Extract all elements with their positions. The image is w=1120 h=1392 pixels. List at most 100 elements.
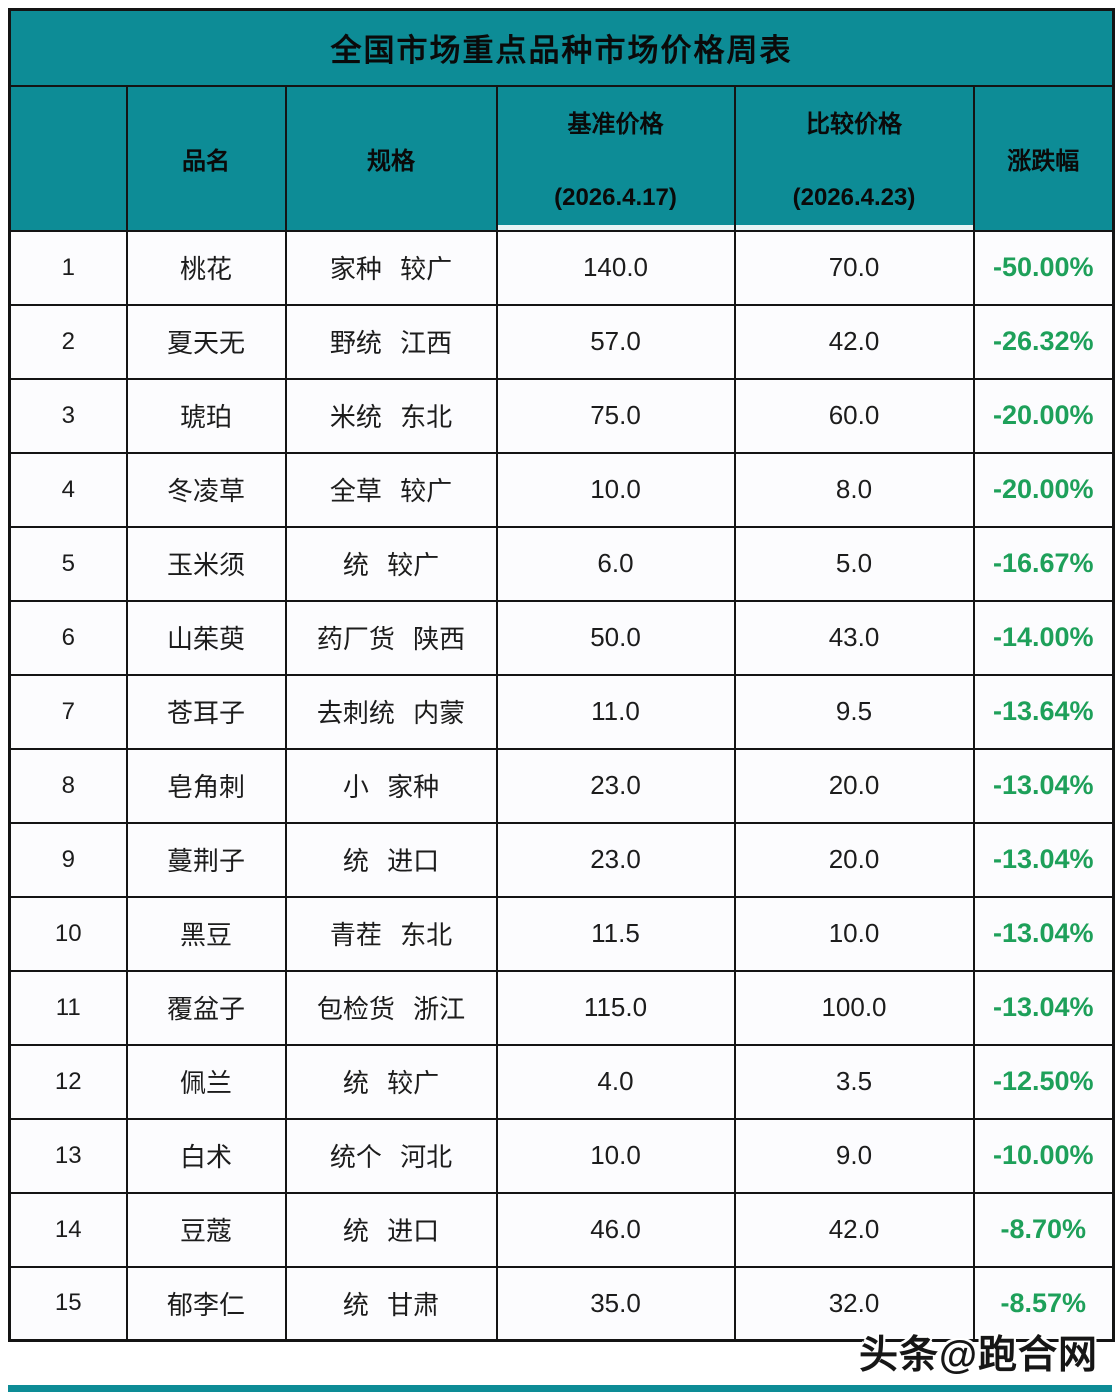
compare-price: 20.0 — [733, 821, 975, 898]
product-spec: 小 家种 — [284, 747, 498, 824]
col-header-index — [8, 84, 128, 232]
compare-price: 43.0 — [733, 599, 975, 676]
compare-price: 70.0 — [733, 229, 975, 306]
product-name: 白术 — [125, 1117, 287, 1194]
table-row: 1 桃花 家种 较广 140.0 70.0 -50.00% — [8, 229, 1115, 306]
table-row: 7 苍耳子 去刺统 内蒙 11.0 9.5 -13.64% — [8, 673, 1115, 750]
row-index: 3 — [8, 377, 128, 454]
base-price: 6.0 — [495, 525, 736, 602]
base-price: 50.0 — [495, 599, 736, 676]
product-name: 苍耳子 — [125, 673, 287, 750]
change-percent: -13.04% — [972, 747, 1115, 824]
base-price-label: 基准价格 — [567, 111, 664, 138]
base-price: 35.0 — [495, 1265, 736, 1342]
product-name: 皂角刺 — [125, 747, 287, 824]
change-percent: -50.00% — [972, 229, 1115, 306]
table-title: 全国市场重点品种市场价格周表 — [8, 8, 1115, 87]
product-spec: 野统 江西 — [284, 303, 498, 380]
compare-price: 60.0 — [733, 377, 975, 454]
row-index: 4 — [8, 451, 128, 528]
next-section-strip — [8, 1385, 1112, 1392]
compare-price: 9.0 — [733, 1117, 975, 1194]
product-spec: 统 较广 — [284, 525, 498, 602]
change-percent: -16.67% — [972, 525, 1115, 602]
compare-price: 20.0 — [733, 747, 975, 824]
compare-price: 9.5 — [733, 673, 975, 750]
compare-price-date: (2026.4.23) — [792, 184, 916, 211]
product-spec: 米统 东北 — [284, 377, 498, 454]
product-name: 山茱萸 — [125, 599, 287, 676]
table-row: 9 蔓荆子 统 进口 23.0 20.0 -13.04% — [8, 821, 1115, 898]
base-price: 75.0 — [495, 377, 736, 454]
change-percent: -10.00% — [972, 1117, 1115, 1194]
row-index: 11 — [8, 969, 128, 1046]
watermark: 头条@跑合网 — [858, 1334, 1098, 1377]
row-index: 12 — [8, 1043, 128, 1120]
change-percent: -20.00% — [972, 377, 1115, 454]
table-body: 1 桃花 家种 较广 140.0 70.0 -50.00% 2 夏天无 野统 江… — [8, 229, 1115, 1342]
base-price: 11.5 — [495, 895, 736, 972]
product-name: 冬凌草 — [125, 451, 287, 528]
compare-price: 8.0 — [733, 451, 975, 528]
header-row: 品名 规格 基准价格 (2026.4.17) 比较价格 (2026.4.23) … — [8, 84, 1115, 232]
compare-price: 3.5 — [733, 1043, 975, 1120]
table-row: 3 琥珀 米统 东北 75.0 60.0 -20.00% — [8, 377, 1115, 454]
product-spec: 家种 较广 — [284, 229, 498, 306]
table-row: 10 黑豆 青茬 东北 11.5 10.0 -13.04% — [8, 895, 1115, 972]
base-price: 4.0 — [495, 1043, 736, 1120]
table-row: 6 山茱萸 药厂货 陕西 50.0 43.0 -14.00% — [8, 599, 1115, 676]
base-price: 23.0 — [495, 747, 736, 824]
change-percent: -14.00% — [972, 599, 1115, 676]
row-index: 1 — [8, 229, 128, 306]
row-index: 15 — [8, 1265, 128, 1342]
row-index: 9 — [8, 821, 128, 898]
product-spec: 统 甘肃 — [284, 1265, 498, 1342]
product-spec: 青茬 东北 — [284, 895, 498, 972]
col-header-compare-price: 比较价格 (2026.4.23) — [733, 84, 975, 232]
product-name: 覆盆子 — [125, 969, 287, 1046]
change-percent: -12.50% — [972, 1043, 1115, 1120]
compare-price: 32.0 — [733, 1265, 975, 1342]
row-index: 10 — [8, 895, 128, 972]
compare-price: 10.0 — [733, 895, 975, 972]
change-percent: -20.00% — [972, 451, 1115, 528]
row-index: 5 — [8, 525, 128, 602]
product-name: 黑豆 — [125, 895, 287, 972]
change-percent: -8.57% — [972, 1265, 1115, 1342]
base-price: 115.0 — [495, 969, 736, 1046]
base-price: 46.0 — [495, 1191, 736, 1268]
change-percent: -13.04% — [972, 969, 1115, 1046]
base-price: 57.0 — [495, 303, 736, 380]
compare-price: 5.0 — [733, 525, 975, 602]
table-row: 5 玉米须 统 较广 6.0 5.0 -16.67% — [8, 525, 1115, 602]
row-index: 6 — [8, 599, 128, 676]
product-name: 夏天无 — [125, 303, 287, 380]
product-name: 蔓荆子 — [125, 821, 287, 898]
row-index: 7 — [8, 673, 128, 750]
row-index: 8 — [8, 747, 128, 824]
product-name: 桃花 — [125, 229, 287, 306]
product-name: 玉米须 — [125, 525, 287, 602]
col-header-base-price: 基准价格 (2026.4.17) — [495, 84, 736, 232]
product-spec: 全草 较广 — [284, 451, 498, 528]
table-row: 13 白术 统个 河北 10.0 9.0 -10.00% — [8, 1117, 1115, 1194]
table-row: 2 夏天无 野统 江西 57.0 42.0 -26.32% — [8, 303, 1115, 380]
base-price: 23.0 — [495, 821, 736, 898]
compare-price: 100.0 — [733, 969, 975, 1046]
title-row: 全国市场重点品种市场价格周表 — [8, 8, 1115, 87]
change-percent: -13.04% — [972, 895, 1115, 972]
table-row: 4 冬凌草 全草 较广 10.0 8.0 -20.00% — [8, 451, 1115, 528]
change-percent: -13.64% — [972, 673, 1115, 750]
table-row: 8 皂角刺 小 家种 23.0 20.0 -13.04% — [8, 747, 1115, 824]
change-percent: -8.70% — [972, 1191, 1115, 1268]
col-header-spec: 规格 — [284, 84, 498, 232]
table-row: 15 郁李仁 统 甘肃 35.0 32.0 -8.57% — [8, 1265, 1115, 1342]
product-spec: 统 进口 — [284, 821, 498, 898]
row-index: 13 — [8, 1117, 128, 1194]
product-spec: 统 较广 — [284, 1043, 498, 1120]
base-price-date: (2026.4.17) — [554, 184, 677, 211]
compare-price: 42.0 — [733, 303, 975, 380]
product-spec: 去刺统 内蒙 — [284, 673, 498, 750]
product-spec: 药厂货 陕西 — [284, 599, 498, 676]
